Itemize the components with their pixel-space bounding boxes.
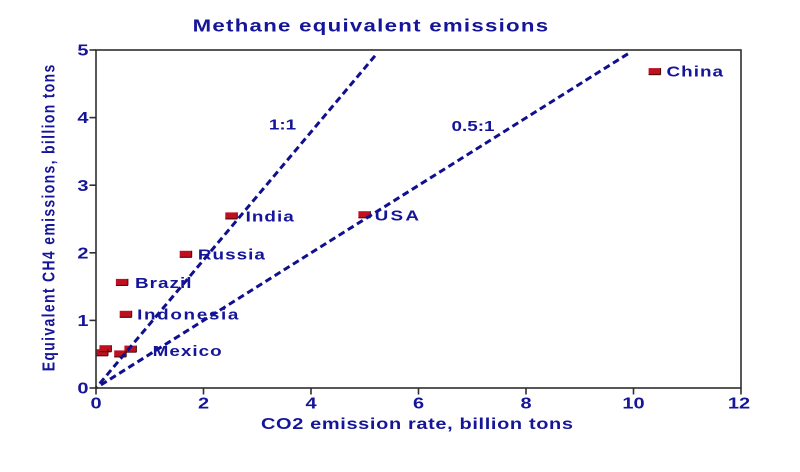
svg-text:6: 6 bbox=[413, 394, 424, 411]
svg-text:0: 0 bbox=[90, 394, 101, 411]
svg-text:Indonesia: Indonesia bbox=[137, 306, 240, 323]
svg-text:Equivalent CH4 emissions, bill: Equivalent CH4 emissions, billion tons bbox=[40, 63, 59, 371]
svg-text:0.5:1: 0.5:1 bbox=[451, 118, 494, 135]
svg-text:China: China bbox=[667, 63, 725, 80]
svg-text:4: 4 bbox=[305, 394, 316, 411]
svg-text:CO2 emission rate, billion ton: CO2 emission rate, billion tons bbox=[261, 415, 574, 432]
svg-text:8: 8 bbox=[520, 394, 531, 411]
svg-text:USA: USA bbox=[375, 207, 422, 224]
svg-text:2: 2 bbox=[77, 244, 88, 261]
svg-text:0: 0 bbox=[77, 380, 88, 397]
svg-text:2: 2 bbox=[198, 394, 209, 411]
svg-text:1:1: 1:1 bbox=[269, 116, 296, 133]
svg-text:Russia: Russia bbox=[198, 246, 266, 263]
svg-text:3: 3 bbox=[77, 177, 88, 194]
svg-text:4: 4 bbox=[77, 109, 88, 126]
svg-text:Mexico: Mexico bbox=[153, 343, 223, 360]
svg-text:India: India bbox=[246, 208, 295, 225]
svg-text:5: 5 bbox=[77, 42, 88, 59]
svg-text:1: 1 bbox=[77, 312, 88, 329]
svg-text:Methane equivalent emissions: Methane equivalent emissions bbox=[193, 17, 550, 36]
svg-text:Brazil: Brazil bbox=[135, 275, 193, 292]
svg-text:10: 10 bbox=[622, 394, 644, 411]
svg-text:12: 12 bbox=[728, 394, 750, 411]
